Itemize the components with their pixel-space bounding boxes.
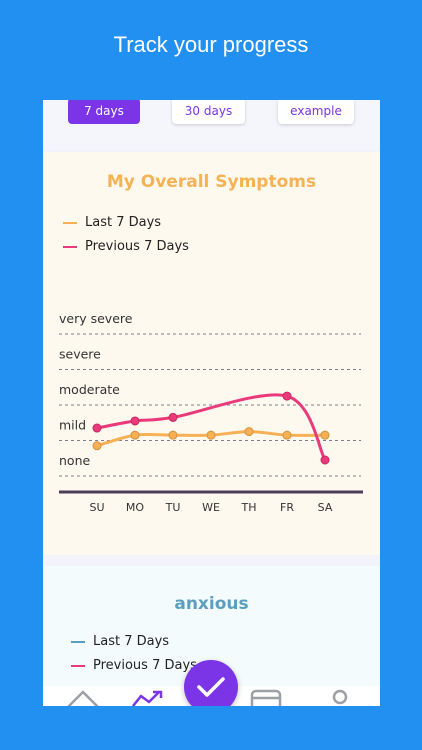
x-tick-label: TU <box>165 501 181 514</box>
x-tick-label: TH <box>241 501 257 514</box>
x-tick-label: FR <box>280 501 294 514</box>
y-level-label: none <box>59 453 90 468</box>
legend-item-previous-7: Previous 7 Days <box>71 658 197 673</box>
home-icon[interactable] <box>65 688 101 706</box>
tab-7-days[interactable]: 7 days <box>68 100 140 124</box>
legend-item-last-7: Last 7 Days <box>63 215 161 230</box>
checkmark-icon <box>197 677 225 697</box>
data-point <box>130 430 140 440</box>
legend-swatch <box>63 245 77 248</box>
data-point <box>206 430 216 440</box>
app-screen: 7 days 30 days example My Overall Sympto… <box>43 100 380 706</box>
legend-label: Last 7 Days <box>85 215 162 230</box>
x-tick-label: WE <box>202 501 220 514</box>
tab-30-days[interactable]: 30 days <box>172 100 245 124</box>
headline: Track your progress <box>113 32 309 57</box>
y-level-label: mild <box>59 418 86 433</box>
y-level-label: very severe <box>59 311 133 326</box>
legend-swatch <box>71 640 85 643</box>
legend-label: Last 7 Days <box>93 634 170 649</box>
data-point <box>92 441 102 451</box>
legend-swatch <box>63 221 77 224</box>
data-point <box>92 423 102 433</box>
profile-icon[interactable] <box>328 688 352 706</box>
data-point <box>320 430 330 440</box>
range-tabs: 7 days 30 days example <box>43 100 380 150</box>
y-level-label: severe <box>59 347 101 362</box>
check-in-button[interactable] <box>184 660 238 706</box>
legend-item-last-7: Last 7 Days <box>71 634 169 649</box>
tab-example[interactable]: example <box>278 100 354 124</box>
card-title: anxious <box>174 594 249 614</box>
y-level-label: moderate <box>59 382 120 397</box>
anxious-card: anxious Last 7 Days Previous 7 Days <box>43 566 380 706</box>
data-point <box>282 430 292 440</box>
legend-label: Previous 7 Days <box>93 658 197 673</box>
x-tick-label: SA <box>318 501 333 514</box>
series-line-previous-7-days <box>95 393 327 462</box>
trend-chart-icon[interactable] <box>131 688 165 706</box>
data-point <box>168 430 178 440</box>
legend-item-previous-7: Previous 7 Days <box>63 239 189 254</box>
data-point <box>282 391 292 401</box>
x-tick-label: MO <box>126 501 144 514</box>
legend-label: Previous 7 Days <box>85 239 189 254</box>
journal-icon[interactable] <box>249 688 283 706</box>
overall-symptoms-card: My Overall Symptoms Last 7 Days Previous… <box>43 152 380 555</box>
x-tick-label: SU <box>89 501 104 514</box>
data-point <box>168 412 178 422</box>
data-point <box>130 416 140 426</box>
data-point <box>320 455 330 465</box>
card-title: My Overall Symptoms <box>106 172 317 192</box>
symptoms-line-chart: none mild moderate severe very severe SU MO TU W… <box>59 311 363 514</box>
data-point <box>244 427 254 437</box>
legend-swatch <box>71 664 85 667</box>
